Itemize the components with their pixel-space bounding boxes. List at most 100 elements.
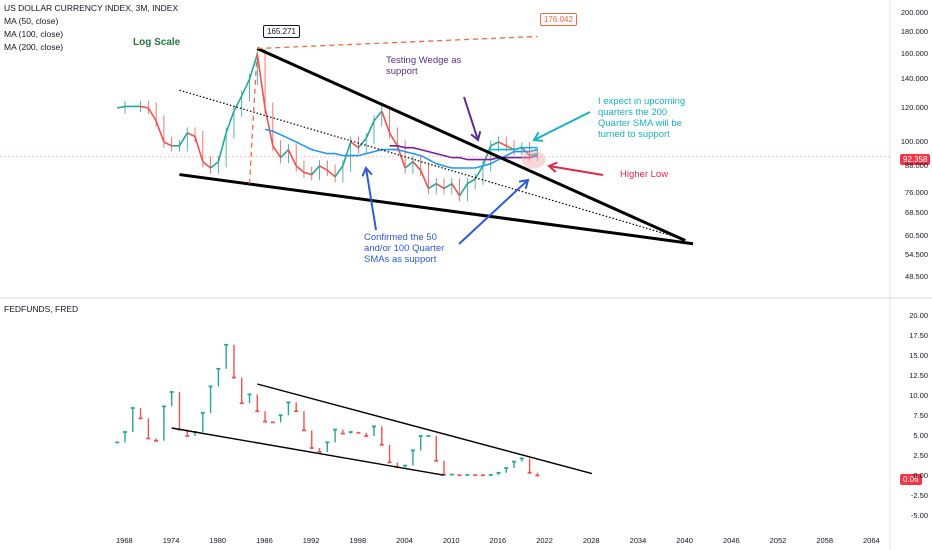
symbol-title: US DOLLAR CURRENCY INDEX, 3M, INDEX <box>4 3 179 13</box>
price-segment <box>233 95 243 112</box>
higher-low-highlight <box>521 150 546 169</box>
price-segment <box>287 149 297 167</box>
price-segment <box>443 182 453 190</box>
price-segment <box>217 132 227 162</box>
annotation-200-sma: I expect in upcoming quarters the 200 Qu… <box>598 96 686 140</box>
blue-arrow-right-head <box>518 178 530 189</box>
price-segment <box>280 149 289 159</box>
y-tick-label: 17.50 <box>909 331 928 340</box>
price-segment <box>295 165 305 173</box>
price-segment <box>303 171 312 176</box>
x-tick-label: 2058 <box>816 536 833 545</box>
price-segment <box>248 54 259 80</box>
y-tick-label: 10.00 <box>909 391 928 400</box>
lower-pane-title: FEDFUNDS, FRED <box>4 304 79 314</box>
price-segment <box>404 161 414 169</box>
ma200-legend: MA (200, close) <box>4 42 64 52</box>
blue-arrow-left <box>365 167 377 231</box>
price-segment <box>451 183 461 197</box>
x-tick-label: 2064 <box>863 536 880 545</box>
x-tick-label: 1974 <box>162 536 180 545</box>
last-price-tag-upper: 92.358 <box>900 154 931 165</box>
price-segment <box>428 182 437 190</box>
y-tick-label: 15.00 <box>909 351 928 360</box>
x-tick-label: 2016 <box>489 536 507 545</box>
y-tick-label: 160.000 <box>900 49 928 59</box>
price-segment <box>147 107 157 122</box>
y-tick-label: 0.00 <box>913 471 928 480</box>
blue-arrow-right <box>458 179 529 245</box>
x-tick-label: 1980 <box>209 536 227 545</box>
y-tick-label: 140.000 <box>900 74 928 84</box>
fedfunds-lower-trend <box>171 427 445 476</box>
dotted-trend-line <box>179 89 678 238</box>
price-segment <box>272 145 282 159</box>
price-segment <box>311 165 321 176</box>
price-segment <box>482 145 492 167</box>
annotation-higher-low: Higher Low <box>620 169 669 180</box>
price-segment <box>163 141 173 147</box>
target-price-tag: 176.042 <box>540 13 577 26</box>
price-segment <box>412 161 422 171</box>
teal-arrow-head <box>532 131 544 142</box>
price-segment <box>202 161 212 169</box>
x-tick-label: 1986 <box>256 536 273 545</box>
x-tick-label: 2034 <box>629 536 647 545</box>
y-tick-label: 120.000 <box>900 102 928 112</box>
x-tick-label: 2040 <box>676 536 693 545</box>
purple-arrow <box>463 96 479 141</box>
price-segment <box>342 141 352 167</box>
y-tick-label: -2.50 <box>910 491 928 500</box>
fedfunds-upper-trend <box>257 383 593 475</box>
target-projection-line <box>248 48 258 184</box>
price-segment <box>178 132 188 147</box>
y-tick-label: 5.00 <box>913 431 928 440</box>
price-segment <box>458 183 469 197</box>
red-arrow-head <box>547 161 558 173</box>
x-tick-label: 2052 <box>769 536 787 545</box>
price-segment <box>419 169 430 189</box>
price-segment <box>140 105 149 109</box>
price-segment <box>388 132 399 147</box>
price-segment <box>381 110 391 134</box>
purple-arrow-head <box>470 131 482 142</box>
price-segment <box>357 137 367 149</box>
y-tick-label: 76.000 <box>905 188 928 198</box>
price-segment <box>210 161 219 169</box>
price-segment <box>466 178 476 185</box>
price-segment <box>186 132 196 138</box>
ma50-legend: MA (50, close) <box>4 16 59 26</box>
last-price-tag-lower: 0.06 <box>900 474 922 485</box>
ma200-line <box>490 146 538 151</box>
ma100-line <box>389 145 538 161</box>
high-price-tag: 165.271 <box>263 25 300 38</box>
y-tick-label: 2.50 <box>913 451 928 460</box>
y-tick-label: -5.00 <box>910 511 928 520</box>
log-scale-note: Log Scale <box>133 37 181 48</box>
x-tick-label: 2004 <box>396 536 413 545</box>
price-segment <box>256 54 266 109</box>
ma100-legend: MA (100, close) <box>4 29 64 39</box>
price-segment <box>350 141 359 149</box>
price-segment <box>225 110 235 134</box>
y-tick-label: 48.500 <box>905 272 928 282</box>
x-tick-label: 2022 <box>536 536 553 545</box>
blue-arrow-left-head <box>361 166 373 177</box>
x-tick-label: 2010 <box>442 536 460 545</box>
price-segment <box>435 182 445 190</box>
price-segment <box>155 120 165 143</box>
x-tick-label: 1992 <box>302 536 320 545</box>
y-tick-label: 200.000 <box>900 7 928 17</box>
price-segment <box>334 165 344 178</box>
annotation-confirmed-sma: Confirmed the 50 and/or 100 Quarter SMAs… <box>364 232 445 265</box>
price-segment <box>490 141 499 147</box>
price-segment <box>117 105 126 109</box>
ma50-line <box>264 128 538 169</box>
price-segment <box>240 78 251 97</box>
wedge-lower-line <box>179 173 694 246</box>
y-tick-label: 54.500 <box>905 250 928 260</box>
x-tick-label: 2028 <box>582 536 600 545</box>
price-segment <box>264 107 274 146</box>
